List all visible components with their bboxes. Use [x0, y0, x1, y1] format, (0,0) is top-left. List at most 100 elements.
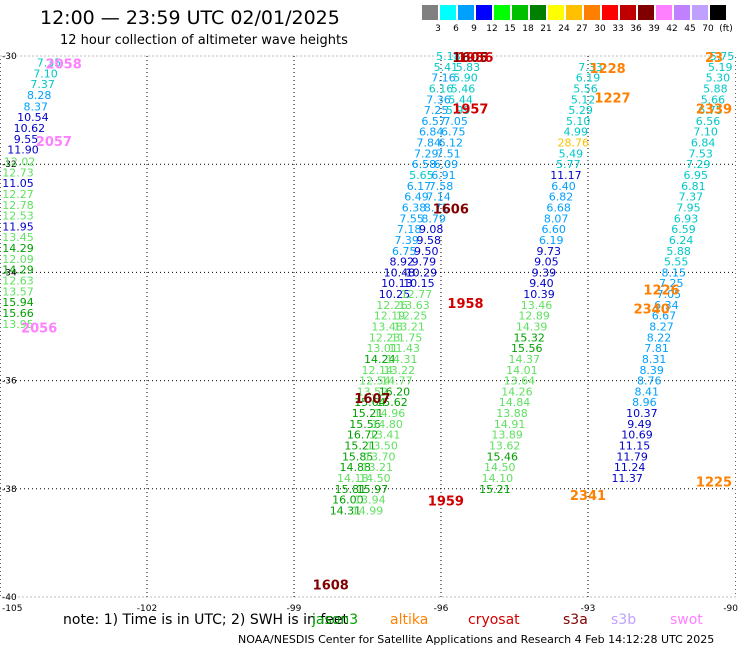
wave-height-value: 9.79	[412, 256, 437, 269]
scale-swatch	[692, 5, 708, 20]
scale-label: 70	[702, 24, 714, 34]
wave-height-value: 9.08	[419, 223, 444, 236]
wave-height-value: 8.79	[421, 212, 446, 225]
wave-height-value: 8.28	[27, 89, 52, 102]
wave-height-value: 11.79	[616, 450, 648, 463]
wave-height-value: 8.15	[662, 266, 687, 279]
wave-height-value: 13.64	[504, 375, 536, 388]
wave-height-value: 11.43	[389, 342, 421, 355]
wave-height-value: 9.55	[14, 133, 39, 146]
wave-height-value: 6.16	[429, 82, 454, 95]
wave-height-value: 7.53	[688, 147, 713, 160]
wave-height-value: 7.25	[659, 277, 684, 290]
wave-height-value: 7.39	[394, 234, 419, 247]
scale-swatch	[710, 5, 726, 20]
wave-height-value: 8.92	[390, 256, 415, 269]
wave-height-value: 6.34	[654, 299, 679, 312]
wave-height-value: 9.39	[532, 266, 557, 279]
wave-height-value: 8.27	[649, 321, 674, 334]
pass-time-label: 1608	[313, 578, 349, 593]
wave-height-value: 14.84	[499, 396, 531, 409]
wave-height-value: 9.73	[537, 245, 562, 258]
scale-swatch	[656, 5, 672, 20]
wave-height-value: 8.71	[424, 201, 449, 214]
scale-swatch	[566, 5, 582, 20]
scale-swatch	[674, 5, 690, 20]
wave-height-value: 11.15	[619, 440, 651, 453]
mission-label-altika: altika	[390, 612, 429, 628]
scale-label: 39	[648, 24, 660, 34]
scale-swatch	[422, 5, 438, 20]
scale-label: 27	[576, 24, 588, 34]
wave-height-value: 15.46	[487, 450, 519, 463]
pass-time-label: 1226	[643, 284, 679, 299]
wave-height-value: 5.18	[436, 50, 461, 63]
wave-height-value: 8.07	[544, 212, 569, 225]
wave-height-value: 5.44	[448, 93, 473, 106]
wave-height-value: 9.50	[414, 245, 439, 258]
wave-height-value: 13.52	[357, 385, 389, 398]
wave-height-value: 12.63	[2, 275, 34, 288]
pass-time-label: 2339	[696, 102, 732, 117]
wave-height-value: 6.75	[441, 126, 466, 139]
track-center-west: 5.185.417.166.167.367.256.576.847.847.29…	[330, 50, 461, 517]
wave-height-value: 8.41	[635, 385, 660, 398]
wave-height-value: 13.70	[364, 450, 396, 463]
scale-label: 24	[558, 24, 570, 34]
wave-height-value: 6.49	[404, 191, 429, 204]
wave-height-value: 7.14	[426, 191, 451, 204]
wave-height-value: 7.55	[399, 212, 424, 225]
wave-height-value: 15.62	[376, 396, 408, 409]
wave-height-value: 13.95	[2, 318, 34, 331]
wave-height-value: 15.81	[335, 483, 367, 496]
wave-height-value: 6.75	[392, 245, 417, 258]
wave-height-value: 5.56	[573, 82, 598, 95]
wave-height-value: 6.67	[652, 310, 677, 323]
wave-height-value: 12.27	[2, 188, 34, 201]
lon-tick-label: -105	[2, 604, 22, 614]
wave-height-value: 13.62	[489, 440, 521, 453]
scale-label: 30	[594, 24, 606, 34]
lat-tick-label: -38	[2, 485, 17, 495]
wave-height-value: 12.54	[359, 375, 391, 388]
scale-label: 12	[486, 24, 498, 34]
wave-height-value: 5.55	[664, 256, 689, 269]
pass-time-label: 2057	[36, 135, 72, 150]
wave-height-value: 6.17	[407, 180, 432, 193]
track-west: 7.357.107.378.288.3710.5410.629.5511.901…	[2, 56, 61, 330]
wave-height-value: 14.31	[330, 504, 362, 517]
wave-height-value: 16.20	[379, 385, 411, 398]
wave-height-value: 15.32	[513, 331, 545, 344]
wave-height-value: 11.90	[7, 144, 39, 157]
wave-height-value: 6.81	[681, 180, 706, 193]
credit-line: NOAA/NESDIS Center for Satellite Applica…	[238, 633, 715, 646]
pass-time-label: 2341	[570, 489, 606, 504]
wave-height-value: 12.53	[2, 210, 34, 223]
map-grid	[0, 55, 736, 598]
wave-height-value: 13.22	[384, 364, 416, 377]
wave-height-value: 14.50	[484, 461, 516, 474]
wave-height-value: 7.05	[657, 288, 682, 301]
wave-height-value: 6.24	[669, 234, 694, 247]
wave-height-value: 9.49	[627, 418, 652, 431]
scale-swatch	[584, 5, 600, 20]
mission-label-s3b: s3b	[611, 612, 637, 628]
wave-height-value: 15.64	[354, 396, 386, 409]
wave-height-value: 5.49	[559, 147, 584, 160]
lat-tick-label: -30	[2, 52, 17, 62]
wave-height-value: 8.39	[639, 364, 664, 377]
wave-height-value: 7.37	[679, 191, 704, 204]
scale-swatch	[494, 5, 510, 20]
wave-height-value: 6.58	[412, 158, 437, 171]
wave-height-value: 14.77	[381, 375, 413, 388]
wave-height-value: 15.56	[349, 418, 381, 431]
wave-height-value: 5.12	[571, 93, 596, 106]
wave-height-value: 13.88	[496, 407, 528, 420]
wave-height-value: 10.25	[379, 288, 411, 301]
track-center-east: 5.835.905.465.445.997.056.756.127.516.09…	[352, 61, 480, 518]
mission-label-s3a: s3a	[563, 612, 588, 628]
wave-height-value: 5.19	[708, 61, 733, 74]
lon-tick-label: -99	[287, 604, 302, 614]
